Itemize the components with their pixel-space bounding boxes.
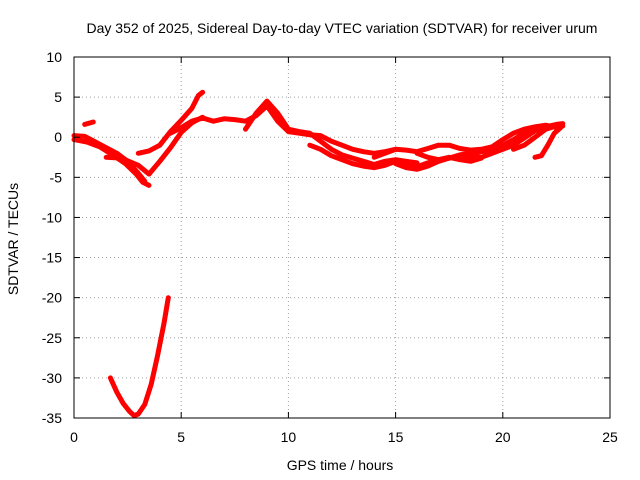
y-tick-label: 0 (54, 129, 62, 145)
x-tick-label: 15 (388, 429, 404, 445)
series-track-14 (107, 295, 171, 419)
x-tick-label: 10 (281, 429, 297, 445)
y-tick-label: -30 (42, 370, 62, 386)
y-tick-labels: 10 5 0 -5 -10 -15 -20 -25 -30 -35 (42, 49, 62, 426)
series-track-6 (243, 98, 420, 167)
y-tick-label: 5 (54, 89, 62, 105)
y-tick-label: -5 (50, 169, 63, 185)
series-track-11 (511, 123, 566, 152)
series-track-4 (135, 89, 206, 156)
grid-lines (74, 57, 610, 418)
x-tick-labels: 0 5 10 15 20 25 (70, 429, 618, 445)
series-track-13 (82, 119, 96, 127)
x-tick-label: 0 (70, 429, 78, 445)
series-track-5 (168, 103, 399, 156)
data-series (71, 89, 566, 419)
chart-title: Day 352 of 2025, Sidereal Day-to-day VTE… (87, 20, 598, 36)
y-axis-label: SDTVAR / TECUs (5, 183, 21, 295)
x-tick-label: 20 (495, 429, 511, 445)
x-tick-label: 5 (177, 429, 185, 445)
y-tick-label: 10 (46, 49, 62, 65)
x-tick-label: 25 (602, 429, 618, 445)
x-axis-label: GPS time / hours (287, 457, 394, 473)
y-tick-label: -20 (42, 290, 62, 306)
y-tick-label: -15 (42, 250, 62, 266)
series-track-8 (371, 122, 559, 160)
plot-frame (73, 56, 611, 419)
axis-ticks (73, 56, 611, 419)
y-tick-label: -25 (42, 330, 62, 346)
y-tick-label: -35 (42, 410, 62, 426)
series-track-10 (414, 122, 559, 163)
y-tick-label: -10 (42, 209, 62, 225)
series-track-12 (532, 125, 564, 160)
